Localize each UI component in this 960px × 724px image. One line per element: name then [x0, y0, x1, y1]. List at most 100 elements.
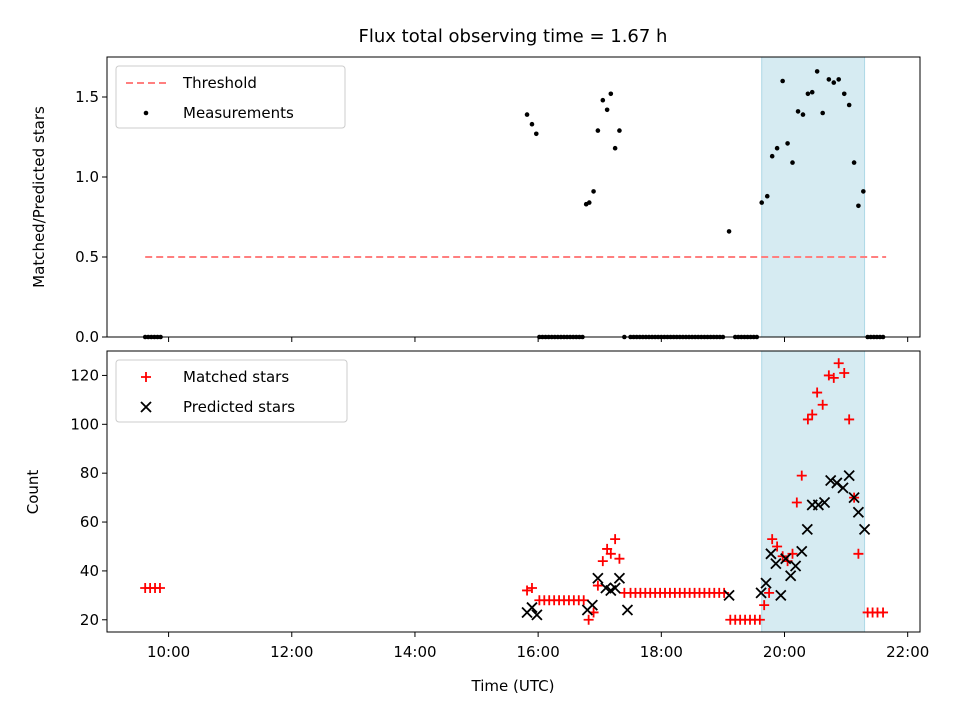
- measurement-point: [604, 107, 610, 113]
- matched-star-point: [853, 548, 864, 559]
- y-tick-label: 100: [70, 415, 99, 433]
- bottom-panel: 20 40 60 80 100 120 10:00 12:00 14:00 16:00 18:00 2…: [70, 350, 929, 661]
- matched-star-point: [812, 387, 823, 398]
- y-tick-label: 1.0: [75, 168, 99, 186]
- predicted-star-point: [755, 587, 767, 599]
- measurement-point: [524, 112, 530, 117]
- matched-star-point: [796, 470, 807, 481]
- measurement-point: [600, 97, 606, 103]
- predicted-star-point: [526, 601, 538, 614]
- legend-box: [115, 359, 348, 423]
- predicted-star-point: [609, 582, 621, 594]
- measurement-point: [851, 160, 857, 165]
- predicted-star-point: [852, 506, 865, 518]
- measurement-point: [612, 145, 618, 151]
- measurement-point: [800, 112, 806, 117]
- matched-star-point: [614, 553, 625, 564]
- predicted-star-point: [723, 589, 735, 601]
- measurement-point: [795, 109, 801, 114]
- predicted-star-point: [621, 604, 634, 616]
- legend-label: Predicted stars: [183, 398, 295, 416]
- matched-star-point: [754, 614, 765, 625]
- matched-star-point: [787, 548, 798, 559]
- matched-star-point: [791, 497, 802, 508]
- predicted-star-point: [801, 523, 813, 536]
- y-tick-label: 40: [80, 562, 99, 580]
- predicted-star-point: [586, 599, 598, 611]
- legend-label: Measurements: [183, 104, 294, 122]
- predicted-star-point: [613, 572, 626, 584]
- y-tick-label: 120: [70, 366, 99, 384]
- measurement-point: [780, 78, 785, 84]
- predicted-star-point: [825, 474, 837, 487]
- legend-handle-measurements: [143, 110, 149, 116]
- measurement-point: [790, 160, 795, 165]
- matched-star-point: [759, 600, 770, 611]
- x-tick-label: 16:00: [517, 643, 560, 661]
- matched-star-point: [522, 585, 533, 596]
- axes-frame: [106, 56, 921, 338]
- highlight-span: [761, 56, 866, 338]
- measurement-point: [820, 110, 825, 116]
- predicted-star-point: [843, 469, 855, 482]
- y-tick-label: 20: [80, 611, 99, 629]
- measurement-point: [764, 193, 770, 199]
- matched-star-point: [772, 541, 783, 552]
- measurement-point: [774, 145, 780, 151]
- measurement-point: [529, 121, 535, 127]
- matched-star-point: [807, 409, 818, 420]
- matched-star-point: [817, 399, 828, 410]
- y-tick-label: 1.5: [75, 88, 99, 106]
- matched-star-point: [583, 614, 594, 625]
- matched-star-point: [605, 548, 616, 559]
- y-tick-label: 0.5: [75, 248, 99, 266]
- matched-star-point: [610, 534, 621, 545]
- measurement-point: [836, 77, 841, 82]
- y-tick-label: 80: [80, 464, 99, 482]
- matched-star-point: [878, 607, 889, 618]
- predicted-star-point: [765, 548, 777, 560]
- predicted-star-point: [789, 560, 802, 572]
- matched-star-point: [154, 583, 165, 594]
- predicted-star-point: [818, 496, 831, 509]
- measurement-point: [617, 128, 622, 133]
- x-tick-label: 18:00: [640, 643, 683, 661]
- measurement-point: [861, 189, 866, 194]
- legend-handle-matched: [141, 372, 151, 382]
- measurement-point: [826, 77, 832, 82]
- matched-star-point: [597, 556, 608, 567]
- matched-star-point: [844, 414, 855, 425]
- x-tick-label: 12:00: [270, 643, 313, 661]
- measurement-point: [809, 89, 815, 95]
- x-tick-label: 20:00: [763, 643, 806, 661]
- legend: Threshold Measurements: [115, 65, 346, 129]
- measurement-point: [726, 229, 732, 234]
- measurement-point: [769, 153, 775, 159]
- measurement-point: [608, 91, 614, 97]
- y-tick-label: 0.0: [75, 328, 99, 346]
- measurement-point: [831, 80, 837, 85]
- matched-star-point: [764, 587, 775, 598]
- matched-star-point: [526, 583, 537, 594]
- measurement-point: [595, 128, 601, 133]
- matched-star-point: [592, 580, 603, 591]
- predicted-star-point: [592, 572, 604, 584]
- measurement-point: [856, 203, 861, 209]
- bottom-panel-y-axis-label: Count: [24, 470, 42, 515]
- measurement-point: [814, 69, 820, 74]
- axes-frame: [106, 350, 921, 633]
- predicted-star-point: [848, 491, 860, 504]
- top-panel: 0.0 0.5 1.0 1.5 Threshold Measurements: [75, 56, 921, 346]
- matched-star-point: [828, 372, 839, 383]
- predicted-star-point: [812, 499, 825, 511]
- predicted-star-point: [531, 609, 543, 621]
- measurement-point: [841, 91, 847, 97]
- matched-star-point: [839, 367, 850, 378]
- measurement-point: [586, 200, 592, 205]
- predicted-star-point: [785, 570, 797, 582]
- x-tick-label: 22:00: [886, 643, 929, 661]
- matched-star-point: [578, 595, 589, 606]
- predicted-star-point: [760, 577, 772, 589]
- predicted-star-point: [858, 523, 871, 536]
- predicted-star-point: [837, 482, 849, 494]
